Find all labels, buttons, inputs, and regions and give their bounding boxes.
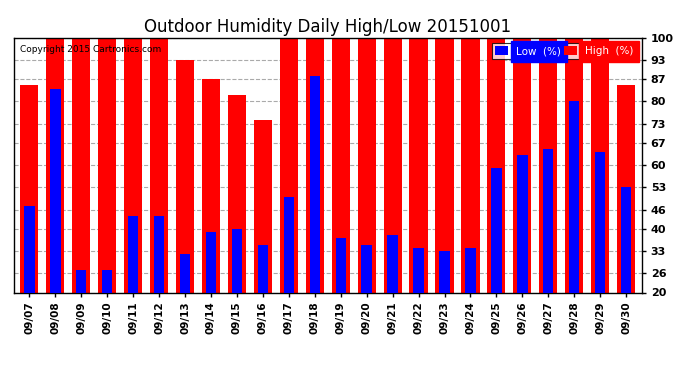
Title: Outdoor Humidity Daily High/Low 20151001: Outdoor Humidity Daily High/Low 20151001 — [144, 18, 511, 36]
Bar — [332, 38, 350, 356]
Bar — [180, 254, 190, 356]
Bar — [279, 38, 298, 356]
Bar — [257, 245, 268, 356]
Bar — [128, 216, 138, 356]
Bar — [150, 38, 168, 356]
Bar — [202, 79, 220, 356]
Bar — [387, 235, 398, 356]
Bar — [384, 38, 402, 356]
Bar — [232, 229, 242, 356]
Bar — [440, 251, 450, 356]
Bar — [565, 38, 583, 356]
Bar — [569, 101, 580, 356]
Bar — [24, 206, 34, 356]
Bar — [46, 38, 64, 356]
Bar — [72, 38, 90, 356]
Bar — [310, 76, 320, 356]
Bar — [228, 95, 246, 356]
Bar — [518, 155, 528, 356]
Bar — [154, 216, 164, 356]
Bar — [513, 38, 531, 356]
Bar — [306, 38, 324, 356]
Bar — [595, 152, 605, 356]
Bar — [617, 86, 635, 356]
Bar — [176, 60, 194, 356]
Bar — [124, 38, 142, 356]
Bar — [621, 188, 631, 356]
Bar — [20, 86, 39, 356]
Bar — [335, 238, 346, 356]
Bar — [362, 245, 372, 356]
Bar — [102, 270, 112, 356]
Bar — [357, 38, 376, 356]
Bar — [462, 38, 480, 356]
Bar — [413, 248, 424, 356]
Bar — [435, 38, 453, 356]
Bar — [543, 149, 553, 356]
Bar — [206, 232, 216, 356]
Bar — [76, 270, 86, 356]
Bar — [254, 120, 272, 356]
Bar — [591, 38, 609, 356]
Bar — [284, 197, 294, 356]
Text: Copyright 2015 Cartronics.com: Copyright 2015 Cartronics.com — [20, 45, 161, 54]
Bar — [50, 88, 61, 356]
Bar — [409, 38, 428, 356]
Legend: Low  (%), High  (%): Low (%), High (%) — [492, 43, 636, 59]
Bar — [539, 38, 558, 356]
Bar — [487, 38, 506, 356]
Bar — [465, 248, 475, 356]
Bar — [491, 168, 502, 356]
Bar — [98, 38, 117, 356]
